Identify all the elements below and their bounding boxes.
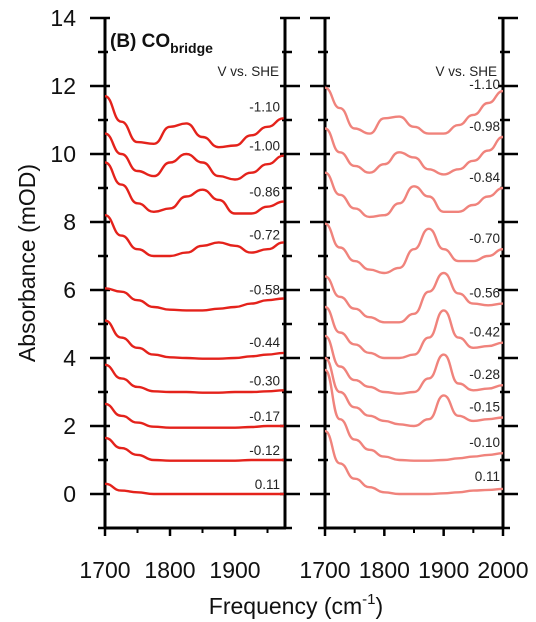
potential-header: V vs. SHE bbox=[217, 64, 279, 79]
y-axis-label: Absorbance (mOD) bbox=[14, 164, 40, 362]
x-tick-label: 1900 bbox=[418, 557, 469, 583]
y-tick-label: 10 bbox=[50, 141, 76, 167]
spectrum-line--0.15 bbox=[324, 356, 504, 428]
left-panel: 0 2 4 6 8 10 12 14 1700 1800 1900 V vs. SHE 0.11 -0.1… bbox=[50, 5, 300, 583]
potential-label: -0.15 bbox=[469, 400, 500, 415]
spectrum-line--1.10 bbox=[104, 95, 284, 149]
potential-label: -0.28 bbox=[469, 367, 500, 382]
potential-label: -1.10 bbox=[249, 99, 280, 114]
potential-label: -0.72 bbox=[249, 227, 280, 242]
spectrum-line--1.00 bbox=[104, 132, 284, 181]
y-tick-label: 2 bbox=[63, 413, 76, 439]
potential-label: -1.10 bbox=[469, 77, 500, 92]
potential-label: 0.11 bbox=[475, 469, 500, 484]
spectrum-line-0.11 bbox=[104, 482, 284, 496]
right-panel: 1700 1800 1900 2000 V vs. SHE 0.11 -0.10 -0.15 -… bbox=[299, 16, 529, 583]
x-axis-label-close: ) bbox=[376, 593, 384, 619]
potential-label: -0.84 bbox=[469, 170, 500, 185]
x-tick-label: 1700 bbox=[79, 557, 130, 583]
panel-title: (B) CObridge bbox=[110, 31, 213, 56]
potential-label: -0.30 bbox=[249, 373, 280, 388]
spectrum-line--1.10 bbox=[324, 86, 504, 135]
potential-label: -0.56 bbox=[469, 286, 500, 301]
y-tick-label: 4 bbox=[63, 345, 76, 371]
y-tick-label: 12 bbox=[50, 73, 76, 99]
panel-title-main: (B) CO bbox=[110, 31, 170, 52]
x-axis-label: Frequency (cm-1) bbox=[209, 591, 383, 619]
y-tick-label: 8 bbox=[63, 209, 76, 235]
potential-header: V vs. SHE bbox=[435, 64, 497, 79]
potential-label: -0.44 bbox=[249, 335, 280, 350]
spectrum-line--0.98 bbox=[324, 127, 504, 176]
spectrum-line--0.56 bbox=[324, 271, 504, 324]
x-tick-label: 1700 bbox=[299, 557, 350, 583]
potential-label: -0.98 bbox=[469, 119, 500, 134]
y-tick-label: 6 bbox=[63, 277, 76, 303]
spectrum-line--0.44 bbox=[104, 319, 284, 360]
x-tick-label: 1900 bbox=[209, 557, 260, 583]
potential-label: -0.12 bbox=[249, 443, 280, 458]
y-tick-label: 0 bbox=[63, 481, 76, 507]
potential-label: -0.86 bbox=[249, 185, 280, 200]
potential-label: -0.17 bbox=[249, 409, 280, 424]
spectrum-line--0.17 bbox=[104, 402, 284, 429]
panel-title-subscript: bridge bbox=[170, 40, 213, 56]
spectrum-line--0.12 bbox=[104, 436, 284, 462]
x-tick-label: 2000 bbox=[477, 557, 528, 583]
potential-label: -1.00 bbox=[249, 139, 280, 154]
x-axis-label-main: Frequency (cm bbox=[209, 593, 362, 619]
spectrum-line--0.70 bbox=[324, 222, 504, 275]
y-tick-label: 14 bbox=[50, 5, 76, 31]
potential-label: -0.10 bbox=[469, 435, 500, 450]
spectrum-line--0.84 bbox=[324, 171, 504, 219]
spectrum-line--0.86 bbox=[104, 161, 284, 215]
potential-label: -0.70 bbox=[469, 231, 500, 246]
x-tick-label: 1800 bbox=[359, 557, 410, 583]
spectrum-line--0.58 bbox=[104, 287, 284, 312]
x-tick-label: 1800 bbox=[144, 557, 195, 583]
spectrum-line--0.42 bbox=[324, 305, 504, 360]
potential-label: -0.58 bbox=[249, 283, 280, 298]
spectrum-line-0.11 bbox=[324, 429, 504, 496]
potential-label: 0.11 bbox=[255, 477, 280, 492]
spectrum-line--0.10 bbox=[323, 368, 504, 462]
potential-label: -0.42 bbox=[469, 325, 500, 340]
x-axis-label-superscript: -1 bbox=[362, 591, 375, 608]
spectrum-line--0.28 bbox=[324, 334, 504, 395]
spectrum-line--0.30 bbox=[104, 363, 284, 394]
spectrum-line--0.72 bbox=[104, 214, 284, 258]
